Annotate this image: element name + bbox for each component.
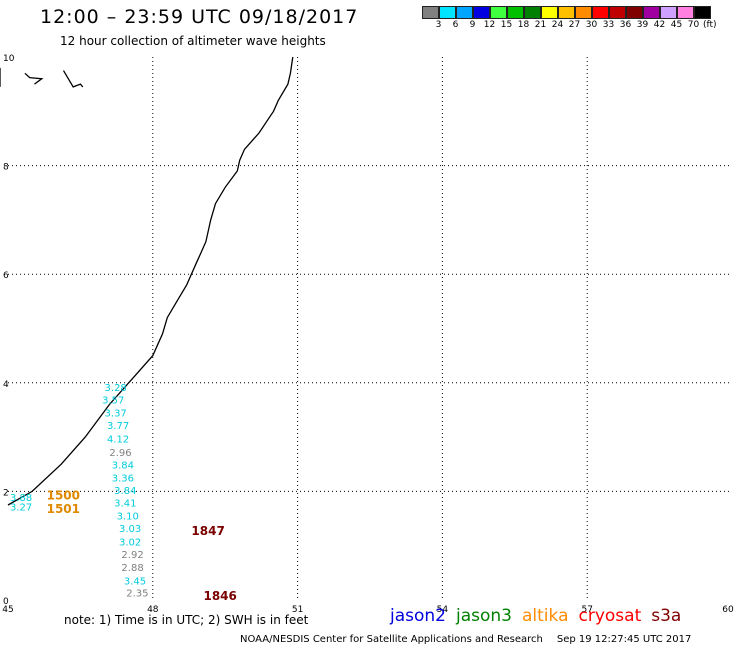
scale-tick-label: 70 <box>687 20 700 30</box>
pass-time-label: 1500 <box>47 489 80 503</box>
x-tick-label: 60 <box>722 605 734 615</box>
scale-swatch <box>694 6 711 19</box>
x-tick-label: 57 <box>581 605 592 615</box>
scale-tick-label: 15 <box>500 20 513 30</box>
wave-height-label: 3.02 <box>119 538 141 549</box>
satellite-legend-cryosat: cryosat <box>578 606 642 626</box>
wave-height-label: 3.57 <box>102 395 124 406</box>
scale-tick-label: 45 <box>670 20 683 30</box>
x-tick-label: 51 <box>292 605 303 615</box>
page-title: 12:00 – 23:59 UTC 09/18/2017 <box>40 6 359 28</box>
scale-swatch <box>507 6 524 19</box>
wave-height-label: 3.45 <box>124 576 146 587</box>
scale-tick-label: 33 <box>602 20 615 30</box>
note-text: note: 1) Time is in UTC; 2) SWH is in fe… <box>64 613 309 627</box>
scale-tick-label: 27 <box>568 20 581 30</box>
scale-swatch <box>473 6 490 19</box>
satellite-legend-altika: altika <box>522 606 569 626</box>
wave-height-label: 3.10 <box>117 512 139 523</box>
y-tick-label: 2 <box>3 488 9 498</box>
pass-time-label: 1847 <box>191 524 224 538</box>
scale-swatch <box>660 6 677 19</box>
scale-swatch <box>439 6 456 19</box>
axis-labels: 45 48 51 54 57 60 0 2 4 6 8 10 <box>2 54 734 615</box>
scale-swatch <box>575 6 592 19</box>
scale-tick-label: 30 <box>585 20 598 30</box>
y-tick-label: 4 <box>3 380 9 390</box>
coastline-path <box>7 56 294 506</box>
island-outline <box>62 70 84 88</box>
wave-height-label: 3.03 <box>119 524 141 535</box>
pass-time-label: 1501 <box>47 502 80 516</box>
y-tick-label: 0 <box>3 597 9 607</box>
wave-height-label: 3.37 <box>105 408 127 419</box>
scale-tick-label: 24 <box>551 20 564 30</box>
color-scale-swatches <box>422 6 717 19</box>
scale-tick-label: 3 <box>435 20 442 30</box>
wave-height-label: 3.84 <box>112 461 134 472</box>
pass-time-label: 1846 <box>203 589 236 603</box>
wave-height-label: 2.88 <box>121 563 143 574</box>
y-tick-label: 8 <box>3 163 9 173</box>
wave-height-label: 2.96 <box>109 448 131 459</box>
wave-height-color-scale: 3 6 9 12 15 18 21 24 27 30 33 36 39 42 45 70 (ft) <box>422 6 717 30</box>
page-subtitle: 12 hour collection of altimeter wave hei… <box>60 34 326 48</box>
wave-height-points: 3.883.273.283.573.373.774.122.963.843.36… <box>10 383 237 603</box>
satellite-legend-jason3: jason3 <box>456 606 512 626</box>
scale-swatch <box>609 6 626 19</box>
wave-height-label: 3.84 <box>114 486 136 497</box>
scale-tick-label: 6 <box>452 20 459 30</box>
island-outline <box>24 72 44 85</box>
scale-swatch <box>422 6 439 19</box>
y-tick-label: 6 <box>3 271 9 281</box>
wave-height-label: 3.77 <box>107 421 129 432</box>
wave-height-label: 3.41 <box>114 499 136 510</box>
satellite-legend: jason2 jason3 altika cryosat s3a <box>390 606 691 626</box>
scale-tick-label: 18 <box>517 20 530 30</box>
scale-tick-label: 42 <box>653 20 666 30</box>
scale-swatch <box>677 6 694 19</box>
wave-height-label: 3.88 <box>10 493 32 504</box>
scale-swatch <box>626 6 643 19</box>
color-scale-ticks: 3 6 9 12 15 18 21 24 27 30 33 36 39 42 45 70 (ft) <box>430 20 717 30</box>
wave-height-label: 2.35 <box>126 589 148 600</box>
scale-swatch <box>456 6 473 19</box>
scale-swatch <box>541 6 558 19</box>
scale-tick-label: 39 <box>636 20 649 30</box>
scale-tick-label: 36 <box>619 20 632 30</box>
scale-swatch <box>592 6 609 19</box>
wave-height-label: 3.28 <box>105 383 127 394</box>
wave-height-label: 3.36 <box>112 474 134 485</box>
scale-tick-label: 12 <box>483 20 496 30</box>
scale-swatch <box>558 6 575 19</box>
satellite-legend-jason2: jason2 <box>390 606 446 626</box>
scale-unit: (ft) <box>703 20 717 30</box>
footer-timestamp: Sep 19 12:27:45 UTC 2017 <box>556 634 692 645</box>
x-tick-label: 48 <box>147 605 159 615</box>
y-tick-label: 10 <box>3 54 15 64</box>
x-tick-label: 54 <box>437 605 449 615</box>
wave-height-label: 2.92 <box>121 550 143 561</box>
scale-tick-label: 21 <box>534 20 547 30</box>
wave-height-label: 3.27 <box>10 502 32 513</box>
wave-height-label: 4.12 <box>107 435 129 446</box>
satellite-legend-s3a: s3a <box>651 606 682 626</box>
x-tick-label: 45 <box>2 605 13 615</box>
scale-swatch <box>643 6 660 19</box>
scale-swatch <box>490 6 507 19</box>
footer: NOAA/NESDIS Center for Satellite Applica… <box>240 634 691 645</box>
scale-tick-label: 9 <box>469 20 476 30</box>
scale-swatch <box>524 6 541 19</box>
coastline <box>0 56 294 506</box>
footer-credit: NOAA/NESDIS Center for Satellite Applica… <box>240 634 543 645</box>
